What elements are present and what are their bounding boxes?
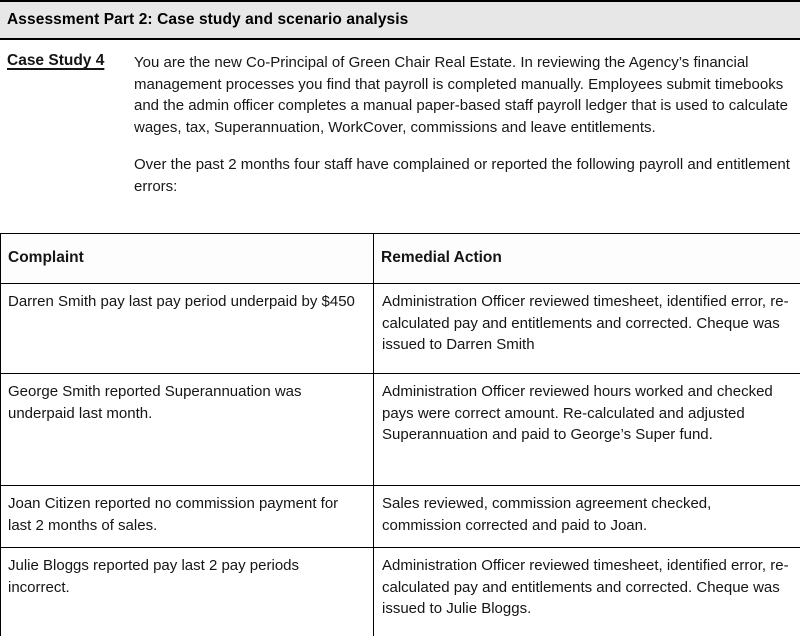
case-study-label: Case Study 4	[7, 52, 105, 69]
remedial-action-cell: Administration Officer reviewed timeshee…	[373, 283, 800, 374]
column-header-complaint: Complaint	[0, 233, 374, 284]
case-study-paragraph-2: Over the past 2 months four staff have c…	[134, 155, 790, 195]
remedial-action-cell: Administration Officer reviewed timeshee…	[373, 547, 800, 636]
complaint-cell: Darren Smith pay last pay period underpa…	[0, 283, 374, 374]
complaint-cell: George Smith reported Superannuation was…	[0, 373, 374, 486]
assessment-title-bar: Assessment Part 2: Case study and scenar…	[0, 0, 800, 40]
page-title: Assessment Part 2: Case study and scenar…	[7, 11, 409, 28]
table-row: Julie Bloggs reported pay last 2 pay per…	[0, 547, 800, 636]
remedial-action-cell: Administration Officer reviewed hours wo…	[373, 373, 800, 486]
case-study-paragraph-1: You are the new Co-Principal of Green Ch…	[134, 54, 789, 137]
case-study-section: Case Study 4 You are the new Co-Principa…	[0, 52, 800, 224]
table-row: Joan Citizen reported no commission paym…	[0, 485, 800, 548]
complaints-table: Complaint Remedial Action Darren Smith p…	[0, 233, 800, 636]
case-study-body: You are the new Co-Principal of Green Ch…	[134, 52, 794, 197]
table-header-row: Complaint Remedial Action	[0, 233, 800, 284]
complaint-cell: Julie Bloggs reported pay last 2 pay per…	[0, 547, 374, 636]
column-header-remedial-action: Remedial Action	[373, 233, 800, 284]
table-row: Darren Smith pay last pay period underpa…	[0, 283, 800, 374]
complaint-cell: Joan Citizen reported no commission paym…	[0, 485, 374, 548]
remedial-action-cell: Sales reviewed, commission agreement che…	[373, 485, 800, 548]
table-row: George Smith reported Superannuation was…	[0, 373, 800, 486]
